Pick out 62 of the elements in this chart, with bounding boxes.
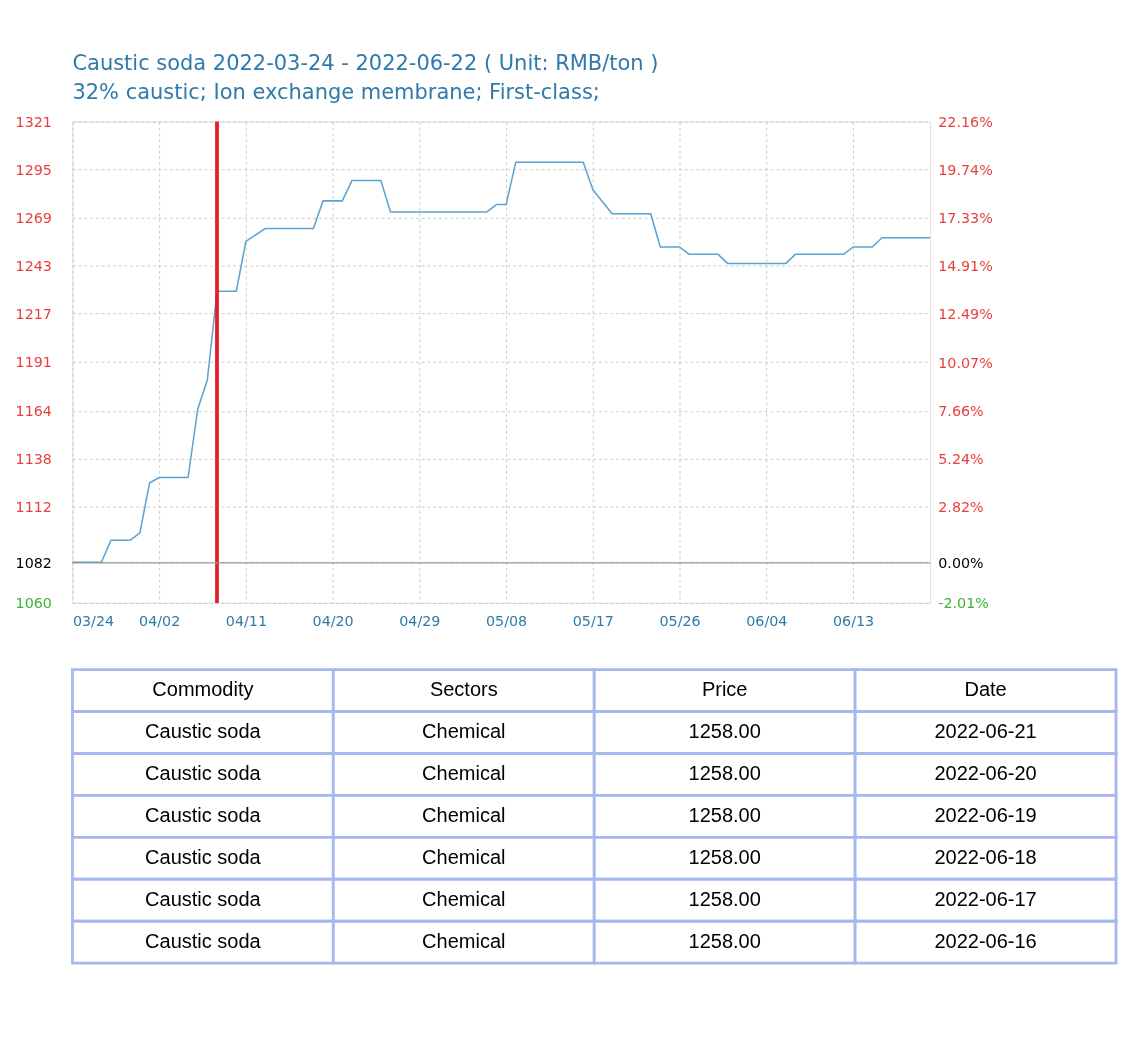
y-tick-label: 1082 xyxy=(15,554,52,571)
text: Caustic soda xyxy=(145,804,261,827)
y-tick-label: 1217 xyxy=(15,305,52,322)
category-label: Sectors xyxy=(429,678,498,701)
text: 1258.00 xyxy=(688,804,761,827)
y-tick-label: 1321 xyxy=(15,113,52,130)
y2-tick-label: 19.74% xyxy=(938,162,993,179)
text: Caustic soda xyxy=(145,762,261,785)
y2-tick-label: 17.33% xyxy=(938,210,993,227)
text: Chemical xyxy=(422,804,506,827)
text: Chemical xyxy=(422,846,506,869)
y2-tick-label: 12.49% xyxy=(938,306,993,323)
y2-tick-label: 0.00% xyxy=(938,555,984,572)
y-tick-label: 1243 xyxy=(15,257,52,274)
text: 1258.00 xyxy=(688,846,761,869)
y-tick-label: 1191 xyxy=(15,353,52,370)
x-tick-label: 06/13 xyxy=(832,613,875,630)
text: Caustic soda xyxy=(145,846,261,869)
category-label: Date xyxy=(964,678,1007,701)
y-tick-label: 1269 xyxy=(15,209,52,226)
category-label: Price xyxy=(701,678,748,701)
text: Chemical xyxy=(422,887,506,910)
text: Chemical xyxy=(422,762,506,785)
x-tick-label: 05/26 xyxy=(659,613,701,630)
text: Caustic soda xyxy=(145,720,261,743)
text: 2022-06-17 xyxy=(934,887,1037,910)
text: 2022-06-21 xyxy=(934,720,1037,743)
text: 2022-06-19 xyxy=(934,804,1037,827)
y2-tick-label: 22.16% xyxy=(938,113,993,130)
y-tick-label: 1164 xyxy=(15,403,52,420)
text: 1258.00 xyxy=(688,887,761,910)
category-label: Commodity xyxy=(152,678,254,701)
x-tick-label: 04/20 xyxy=(312,613,354,630)
x-tick-label: 03/24 xyxy=(72,613,115,630)
y-tick-label: 1295 xyxy=(15,161,52,178)
x-tick-label: 06/04 xyxy=(746,613,788,630)
y2-tick-label: 14.91% xyxy=(938,258,993,275)
x-tick-label: 04/29 xyxy=(399,613,441,630)
y2-tick-label: 5.24% xyxy=(938,450,984,467)
chart-subtitle: 32% caustic; Ion exchange membrane; First-class; xyxy=(72,79,600,104)
y-tick-label: 1138 xyxy=(15,451,52,468)
x-tick-label: 05/08 xyxy=(486,613,528,630)
text: Chemical xyxy=(422,929,506,952)
x-tick-label: 04/02 xyxy=(139,613,181,630)
text: Caustic soda xyxy=(145,929,261,952)
y2-tick-label: 10.07% xyxy=(938,354,993,371)
y2-tick-label: -2.01% xyxy=(938,595,989,612)
y-tick-label: 1060 xyxy=(15,595,52,612)
text: Chemical xyxy=(422,720,506,743)
x-tick-label: 05/17 xyxy=(572,613,614,630)
text: 1258.00 xyxy=(688,762,761,785)
text: 2022-06-16 xyxy=(934,929,1037,952)
text: Caustic soda xyxy=(145,887,261,910)
text: 1258.00 xyxy=(688,720,761,743)
text: 2022-06-20 xyxy=(934,762,1037,785)
text: 1258.00 xyxy=(688,929,761,952)
chart-title: Caustic soda 2022-03-24 - 2022-06-22 ( Unit: RMB/ton ) xyxy=(72,51,659,76)
text: 2022-06-18 xyxy=(934,846,1037,869)
y2-tick-label: 2.82% xyxy=(938,498,984,515)
y-tick-label: 1112 xyxy=(15,499,52,516)
y2-tick-label: 7.66% xyxy=(938,402,984,419)
x-tick-label: 04/11 xyxy=(225,613,267,630)
